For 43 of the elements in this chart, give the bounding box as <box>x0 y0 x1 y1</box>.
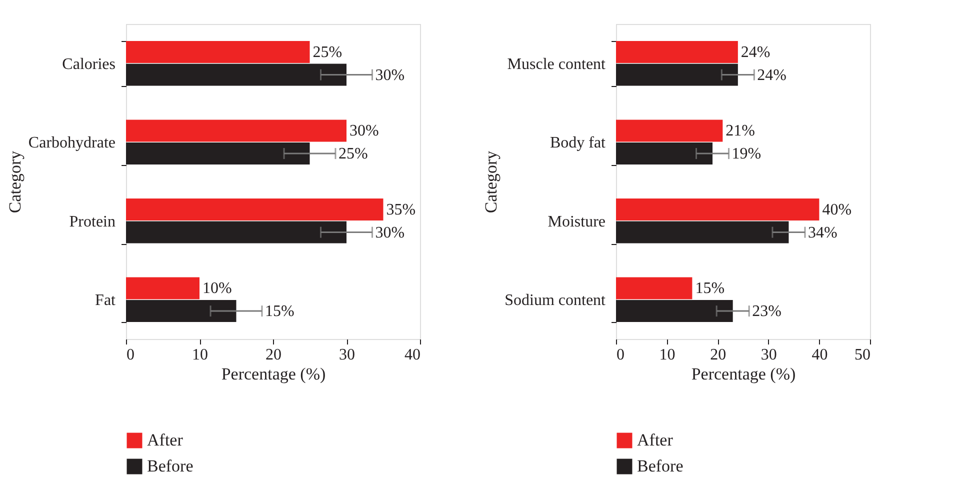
data-label: 30% <box>375 66 405 84</box>
legend-label: Before <box>147 456 194 476</box>
data-label: 25% <box>338 146 368 163</box>
y-tick-label: Protein <box>69 213 116 230</box>
y-tick-label: Muscle content <box>507 56 606 73</box>
legend-label: After <box>147 430 184 450</box>
data-label: 24% <box>740 44 770 61</box>
x-tick-label: 30 <box>760 346 777 364</box>
x-tick-label: 10 <box>192 346 208 364</box>
data-label: 40% <box>822 201 852 218</box>
x-tick-label: 20 <box>266 346 282 364</box>
x-tick-label: 0 <box>616 346 624 364</box>
y-tick-label: Sodium content <box>504 292 606 310</box>
legend-label: After <box>637 430 674 450</box>
data-label: 23% <box>752 303 782 320</box>
y-tick-label: Moisture <box>548 213 606 230</box>
x-tick-label: 40 <box>812 346 828 364</box>
data-label: 35% <box>386 201 416 218</box>
legend-label: Before <box>637 456 684 476</box>
x-tick-label: 0 <box>126 346 134 364</box>
x-tick-label: 40 <box>404 346 420 364</box>
x-tick-label: 30 <box>339 346 355 364</box>
x-tick-label: 50 <box>854 346 870 364</box>
y-axis-title: Category <box>5 150 24 214</box>
y-tick-label: Fat <box>95 292 116 310</box>
data-label: 15% <box>264 303 294 320</box>
y-tick-label: Carbohydrate <box>28 134 116 152</box>
x-axis-title: Percentage (%) <box>221 364 326 384</box>
data-label: 30% <box>350 122 379 140</box>
x-axis-title: Percentage (%) <box>691 364 796 384</box>
y-tick-label: Calories <box>62 56 116 73</box>
data-label: 25% <box>312 44 342 61</box>
data-label: 34% <box>808 224 838 242</box>
x-tick-label: 20 <box>710 346 726 364</box>
data-label: 30% <box>375 224 405 242</box>
data-label: 19% <box>732 146 762 163</box>
data-label: 15% <box>695 280 725 298</box>
y-axis-title: Category <box>482 150 501 214</box>
data-label: 10% <box>202 280 232 298</box>
data-label: 24% <box>757 66 787 84</box>
x-tick-label: 10 <box>659 346 676 364</box>
y-tick-label: Body fat <box>550 134 606 152</box>
data-label: 21% <box>726 122 756 140</box>
